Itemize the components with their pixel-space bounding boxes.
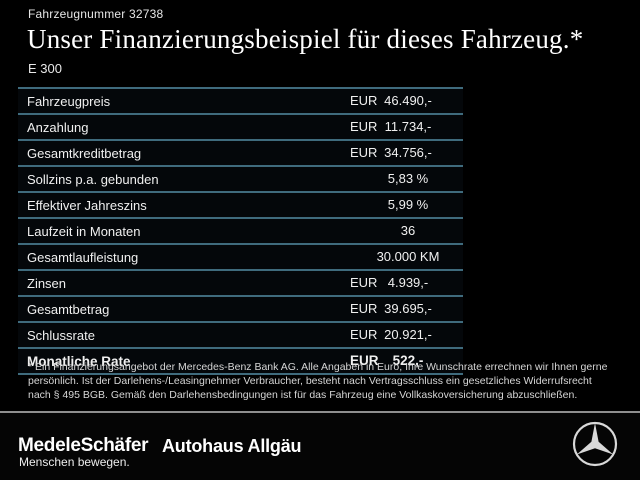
row-label: Anzahlung [27,119,89,135]
page-title: Unser Finanzierungsbeispiel für dieses F… [27,24,584,54]
footer-bar: MedeleSchäfer Menschen bewegen. Autohaus… [0,413,640,480]
row-currency: EUR [350,353,379,368]
row-value: 522,- [392,353,424,368]
row-label: Gesamtlaufleistung [27,249,139,265]
row-currency: EUR [350,119,378,134]
vehicle-model: E 300 [28,61,62,76]
footer-divider [0,411,640,413]
row-value: 5,99 % [387,197,429,212]
row-value: 34.756,- [384,145,432,160]
table-row: Gesamtkreditbetrag EUR 34.756,- [18,139,463,165]
table-row: Anzahlung EUR 11.734,- [18,113,463,139]
row-currency: EUR [350,275,378,290]
vehicle-number: Fahrzeugnummer 32738 [28,7,164,21]
row-value: 30.000 KM [376,249,440,264]
row-label: Fahrzeugpreis [27,93,111,109]
row-currency: EUR [350,93,378,108]
row-value: 36 [400,223,416,238]
row-value: 20.921,- [384,327,432,342]
row-currency: EUR [350,301,378,316]
table-row: Effektiver Jahreszins 5,99 % [18,191,463,217]
table-row: Gesamtbetrag EUR 39.695,- [18,295,463,321]
table-row: Monatliche Rate EUR 522,- [18,347,463,375]
row-currency: EUR [350,327,378,342]
row-currency: EUR [350,145,378,160]
row-value: 11.734,- [384,119,432,134]
row-label: Sollzins p.a. gebunden [27,171,159,187]
row-label: Gesamtbetrag [27,301,110,317]
row-value: 46.490,- [384,93,432,108]
row-label: Schlussrate [27,327,95,343]
finance-table: Fahrzeugpreis EUR 46.490,- Anzahlung EUR… [18,87,463,375]
dealer-tagline: Menschen bewegen. [19,455,130,469]
mercedes-star-icon [571,420,619,468]
row-label: Zinsen [27,275,67,291]
table-row: Schlussrate EUR 20.921,- [18,321,463,347]
row-label: Effektiver Jahreszins [27,197,147,213]
row-value: 39.695,- [384,301,432,316]
row-label: Laufzeit in Monaten [27,223,141,239]
dealer-logo-medele-schaefer: MedeleSchäfer [18,435,149,456]
table-row: Sollzins p.a. gebunden 5,83 % [18,165,463,191]
row-label: Gesamtkreditbetrag [27,145,142,161]
table-row: Zinsen EUR 4.939,- [18,269,463,295]
row-value: 4.939,- [387,275,429,290]
row-value: 5,83 % [387,171,429,186]
legal-footnote: * Ein Finanzierungsangebot der Mercedes-… [28,361,608,401]
table-row: Laufzeit in Monaten 36 [18,217,463,243]
table-row: Fahrzeugpreis EUR 46.490,- [18,87,463,113]
table-row: Gesamtlaufleistung 30.000 KM [18,243,463,269]
dealer-logo-autohaus-allgaeu: Autohaus Allgäu [162,436,302,456]
row-label: Monatliche Rate [27,353,131,369]
